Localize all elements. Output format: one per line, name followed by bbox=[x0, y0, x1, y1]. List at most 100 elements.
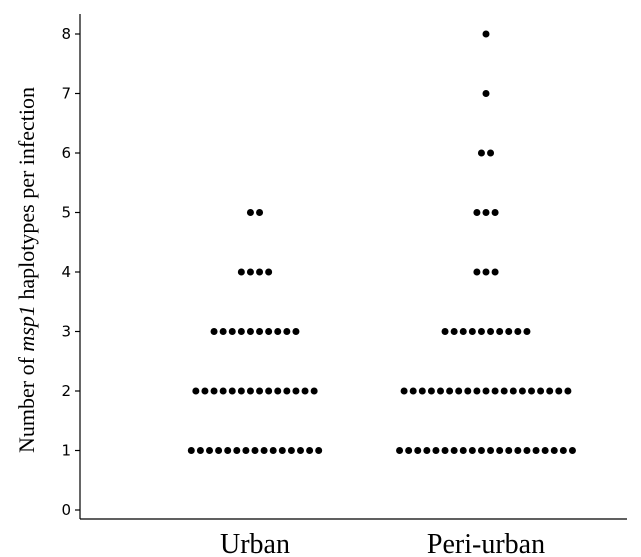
data-point bbox=[564, 387, 572, 395]
data-point bbox=[192, 387, 200, 395]
data-point bbox=[437, 387, 444, 395]
x-category-label: Urban bbox=[220, 529, 290, 557]
data-point bbox=[550, 447, 558, 454]
data-point bbox=[269, 447, 277, 454]
data-point bbox=[505, 328, 513, 335]
data-point bbox=[432, 447, 440, 454]
data-point bbox=[237, 387, 245, 395]
data-point bbox=[464, 387, 472, 395]
data-point bbox=[206, 447, 213, 454]
data-point bbox=[246, 387, 254, 395]
data-point bbox=[237, 328, 245, 335]
data-point bbox=[487, 328, 495, 335]
y-tick-label: 7 bbox=[61, 85, 71, 103]
x-axis-category-labels: Urban Peri-urban bbox=[220, 529, 545, 557]
y-tick-label: 5 bbox=[61, 204, 71, 222]
data-point bbox=[450, 328, 458, 335]
y-axis-title: Number of msp1 haplotypes per infection bbox=[14, 87, 39, 453]
data-point bbox=[568, 447, 576, 454]
data-point bbox=[500, 387, 508, 395]
data-point bbox=[482, 268, 490, 276]
data-point bbox=[441, 328, 449, 335]
data-point bbox=[496, 328, 504, 335]
data-point bbox=[251, 447, 259, 454]
data-point bbox=[256, 268, 264, 276]
data-point bbox=[455, 387, 463, 395]
x-category-label: Peri-urban bbox=[427, 529, 545, 557]
data-point bbox=[256, 387, 264, 395]
data-point bbox=[283, 328, 291, 335]
data-point bbox=[409, 387, 417, 395]
data-point bbox=[528, 387, 535, 395]
y-tick-label: 8 bbox=[61, 25, 71, 43]
y-axis-label-suffix: haplotypes per infection bbox=[14, 87, 39, 305]
data-point bbox=[491, 209, 499, 216]
data-point bbox=[274, 387, 282, 395]
data-point bbox=[233, 447, 241, 454]
data-point bbox=[228, 328, 236, 335]
data-point bbox=[246, 209, 254, 216]
data-point bbox=[292, 387, 300, 395]
data-point bbox=[418, 387, 426, 395]
data-point bbox=[441, 447, 449, 454]
data-point bbox=[301, 387, 309, 395]
y-tick-label: 4 bbox=[61, 263, 71, 281]
data-point bbox=[546, 387, 554, 395]
data-point bbox=[224, 447, 232, 454]
data-point bbox=[459, 447, 467, 454]
data-point bbox=[450, 447, 458, 454]
data-point bbox=[287, 447, 295, 454]
data-point bbox=[315, 447, 323, 454]
data-point bbox=[491, 268, 499, 276]
data-point bbox=[555, 387, 563, 395]
y-tick-label: 0 bbox=[61, 501, 71, 519]
data-point bbox=[306, 447, 314, 454]
data-point bbox=[468, 328, 476, 335]
data-point bbox=[518, 387, 526, 395]
data-point bbox=[256, 209, 264, 216]
data-point bbox=[242, 447, 250, 454]
data-point bbox=[532, 447, 540, 454]
data-point bbox=[482, 387, 490, 395]
data-point bbox=[246, 268, 254, 276]
data-point bbox=[477, 149, 485, 157]
data-point bbox=[491, 387, 499, 395]
data-point bbox=[477, 447, 485, 454]
data-point bbox=[274, 328, 282, 335]
data-point bbox=[487, 149, 495, 157]
data-point bbox=[468, 447, 476, 454]
data-point bbox=[537, 387, 545, 395]
data-point bbox=[201, 387, 209, 395]
data-point bbox=[559, 447, 567, 454]
y-tick-label: 2 bbox=[61, 382, 71, 400]
data-point bbox=[473, 209, 481, 216]
data-point bbox=[265, 328, 273, 335]
data-point bbox=[196, 447, 204, 454]
data-point bbox=[237, 268, 245, 276]
data-point bbox=[292, 328, 300, 335]
data-point bbox=[278, 447, 286, 454]
data-point bbox=[427, 387, 435, 395]
data-point bbox=[260, 447, 268, 454]
data-point bbox=[473, 268, 481, 276]
data-point bbox=[523, 447, 531, 454]
data-point bbox=[482, 209, 490, 216]
data-point bbox=[509, 387, 517, 395]
data-point bbox=[482, 30, 490, 38]
data-point bbox=[256, 328, 264, 335]
y-tick-label: 1 bbox=[61, 442, 71, 460]
data-point bbox=[523, 328, 531, 335]
data-point bbox=[473, 387, 481, 395]
data-point bbox=[482, 90, 490, 97]
data-point bbox=[210, 328, 218, 335]
data-point bbox=[219, 387, 227, 395]
data-point bbox=[228, 387, 236, 395]
data-point bbox=[310, 387, 318, 395]
data-point bbox=[265, 268, 273, 276]
data-point bbox=[265, 387, 273, 395]
data-point bbox=[405, 447, 413, 454]
data-point bbox=[210, 387, 218, 395]
data-point bbox=[446, 387, 454, 395]
y-tick-label: 6 bbox=[61, 144, 71, 162]
